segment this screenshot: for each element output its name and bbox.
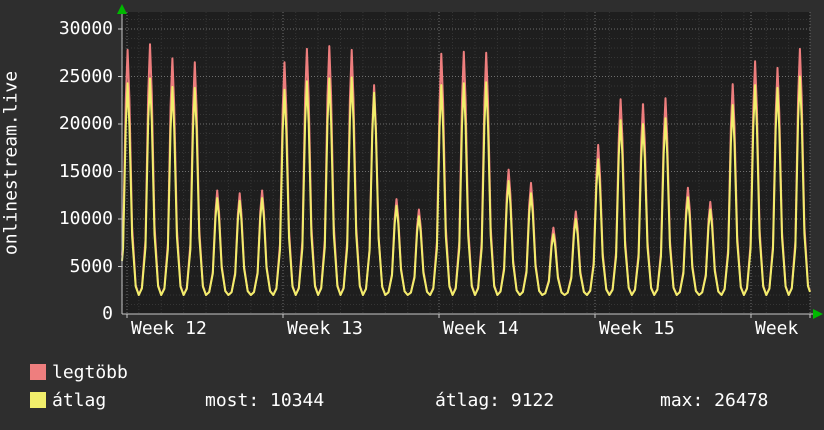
chart-canvas — [117, 4, 823, 319]
y-tick-label-10000: 10000 — [58, 208, 113, 229]
legend-label-atlag: átlag — [52, 390, 107, 411]
stat-max: max: 26478 — [660, 390, 769, 411]
stat-most: most: 10344 — [205, 390, 325, 411]
legend-swatch-legtobb — [30, 364, 46, 380]
x-tick-label-week13: Week 13 — [287, 318, 363, 339]
y-axis-title: onlinestream.live — [0, 70, 22, 256]
y-tick-label-15000: 15000 — [58, 161, 113, 182]
y-tick-label-0: 0 — [102, 303, 113, 324]
x-tick-label-week15: Week 15 — [599, 318, 675, 339]
y-tick-label-30000: 30000 — [58, 18, 113, 39]
x-tick-label-week14: Week 14 — [443, 318, 519, 339]
y-tick-label-5000: 5000 — [69, 256, 113, 277]
x-tick-label-week16: Week — [755, 318, 799, 339]
x-tick-label-week12: Week 12 — [131, 318, 207, 339]
legend-swatch-atlag — [30, 392, 46, 408]
y-tick-label-25000: 25000 — [58, 66, 113, 87]
legend-label-legtobb: legtöbb — [52, 362, 128, 383]
y-tick-label-20000: 20000 — [58, 113, 113, 134]
stat-atlag: átlag: 9122 — [435, 390, 555, 411]
